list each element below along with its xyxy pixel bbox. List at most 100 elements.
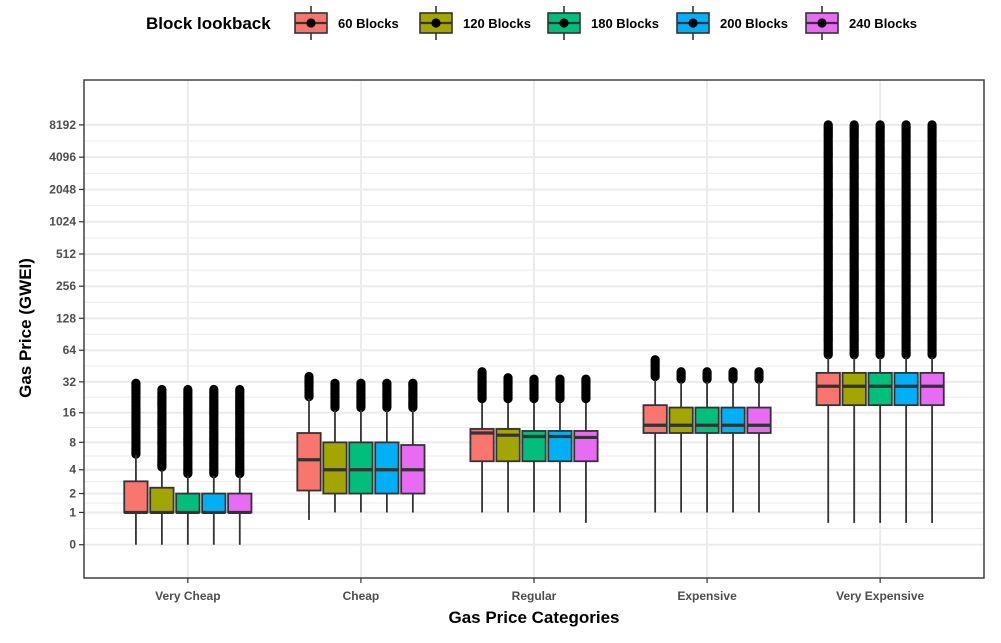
box-rect (746, 406, 772, 434)
legend-title: Block lookback (146, 14, 271, 33)
legend-point (817, 18, 827, 28)
y-tick-label: 2048 (49, 182, 76, 196)
box-4-4 (720, 367, 746, 513)
box-rect (175, 492, 201, 514)
box-rect (867, 371, 893, 407)
x-axis-title: Gas Price Categories (448, 608, 619, 627)
box-rect (720, 406, 746, 434)
box-rect (123, 480, 149, 514)
box-rect (201, 492, 227, 514)
box-3-4 (547, 374, 573, 513)
outlier-point (304, 371, 314, 382)
outlier-point (901, 120, 911, 130)
y-axis-title: Gas Price (GWEI) (16, 258, 35, 398)
x-tick-label: Expensive (677, 589, 737, 603)
outlier-point (330, 378, 340, 388)
outlier-point (131, 378, 141, 388)
box-rect (815, 371, 841, 407)
box-4-1 (642, 355, 668, 513)
box-2-3 (348, 378, 374, 513)
outlier-point (754, 367, 764, 377)
x-tick-label: Cheap (343, 589, 380, 603)
y-tick-label: 8192 (49, 118, 76, 132)
outlier-point (209, 384, 219, 395)
outlier-point (823, 120, 833, 130)
outlier-point (183, 384, 193, 395)
legend-item-3: 180 Blocks (547, 6, 659, 40)
box-5-3 (867, 120, 893, 523)
y-tick-label: 4096 (49, 150, 76, 164)
legend-point (431, 18, 441, 28)
legend-point (688, 18, 698, 28)
legend-label: 200 Blocks (720, 16, 788, 31)
y-tick-label: 1024 (49, 215, 76, 229)
box-3-3 (521, 374, 547, 513)
box-rect (642, 404, 668, 434)
box-rect (495, 428, 521, 463)
outlier-point (728, 367, 738, 377)
box-rect (573, 430, 599, 463)
box-rect (469, 428, 495, 463)
box-2-2 (322, 378, 348, 513)
box-rect (668, 406, 694, 434)
box-rect (893, 371, 919, 407)
box-rect (919, 371, 945, 407)
legend-label: 60 Blocks (338, 16, 399, 31)
x-tick-label: Very Expensive (836, 589, 924, 603)
box-3-1 (469, 367, 495, 513)
box-2-1 (296, 371, 322, 521)
box-1-4 (201, 384, 227, 545)
box-rect (547, 430, 573, 463)
outlier-point (408, 378, 418, 388)
box-rect (374, 441, 400, 495)
outlier-point (157, 384, 167, 395)
outlier-point (875, 120, 885, 130)
outlier-point (235, 384, 245, 395)
box-rect (348, 441, 374, 495)
y-tick-label: 2 (69, 487, 76, 501)
box-1-3 (175, 384, 201, 545)
box-1-1 (123, 378, 149, 545)
x-tick-label: Very Cheap (155, 589, 220, 603)
outlier-point (529, 374, 539, 384)
box-3-5 (573, 374, 599, 523)
y-tick-label: 32 (63, 375, 77, 389)
outlier-point (581, 374, 591, 384)
box-rect (149, 486, 175, 514)
outlier-point (676, 367, 686, 377)
legend: Block lookback 60 Blocks 120 Blocks 180 Bl… (146, 6, 917, 40)
legend-item-2: 120 Blocks (419, 6, 531, 40)
legend-item-4: 200 Blocks (676, 6, 788, 40)
y-tick-label: 256 (56, 279, 76, 293)
box-3-2 (495, 373, 521, 513)
outlier-point (650, 355, 660, 365)
box-2-4 (374, 378, 400, 513)
outlier-point (849, 120, 859, 130)
legend-label: 180 Blocks (591, 16, 659, 31)
outlier-point (477, 367, 487, 377)
outlier-point (702, 367, 712, 377)
legend-label: 240 Blocks (849, 16, 917, 31)
legend-point (306, 18, 316, 28)
outlier-point (927, 120, 937, 130)
box-rect (521, 430, 547, 463)
box-1-5 (227, 384, 253, 545)
box-rect (322, 441, 348, 495)
legend-item-5: 240 Blocks (805, 6, 917, 40)
y-tick-label: 16 (63, 406, 77, 420)
box-4-2 (668, 367, 694, 513)
outlier-point (503, 373, 513, 383)
y-tick-label: 64 (63, 343, 77, 357)
box-rect (227, 492, 253, 514)
y-tick-label: 0 (69, 538, 76, 552)
y-tick-label: 8 (69, 435, 76, 449)
outlier-point (382, 378, 392, 388)
box-4-3 (694, 367, 720, 513)
y-tick-label: 1 (69, 505, 76, 519)
box-rect (841, 371, 867, 407)
box-4-5 (746, 367, 772, 513)
box-5-5 (919, 120, 945, 523)
legend-item-1: 60 Blocks (294, 6, 399, 40)
box-rect (296, 432, 322, 492)
